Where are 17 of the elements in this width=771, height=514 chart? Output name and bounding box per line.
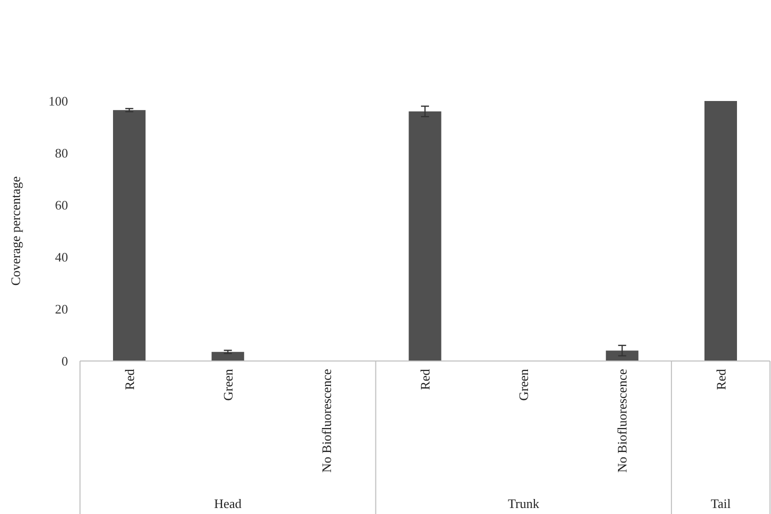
y-tick-label: 20 [55,302,68,317]
y-tick-label: 100 [48,94,68,109]
text: Head [214,496,242,511]
x-tick-label: No Biofluorescence [614,368,630,473]
y-tick-label: 40 [55,250,68,265]
x-tick-label: Red [713,368,728,390]
y-tick-label: 80 [55,146,68,161]
text: Tail [710,496,732,511]
x-tick-label: Red [418,368,433,390]
text: Trunk [508,496,540,511]
x-tick-label: No Biofluorescence [318,368,334,473]
x-tick-label: Green [516,368,532,401]
x-tick-label: Green [220,368,236,401]
x-tick-label: Red [122,368,137,390]
y-tick-label: 60 [55,198,68,213]
y-axis-title: Coverage percentage [8,176,23,286]
y-tick-label: 0 [62,354,68,369]
